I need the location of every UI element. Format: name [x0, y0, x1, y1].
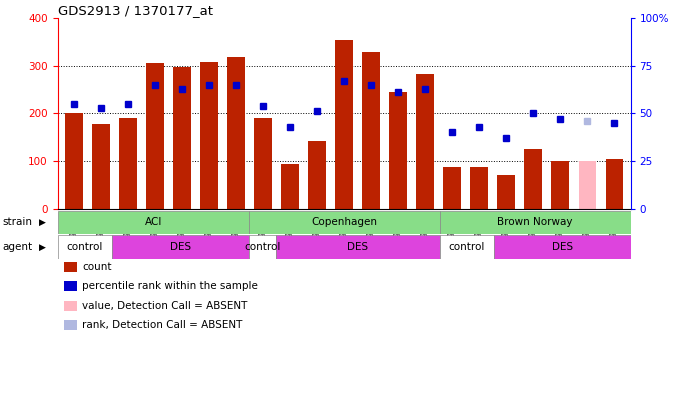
- Bar: [119, 118, 137, 209]
- Text: percentile rank within the sample: percentile rank within the sample: [82, 281, 258, 291]
- Bar: [605, 159, 623, 209]
- Text: DES: DES: [347, 242, 368, 252]
- Text: DES: DES: [170, 242, 191, 252]
- Bar: [173, 67, 191, 209]
- Bar: [439, 211, 631, 234]
- Bar: [254, 118, 272, 209]
- Bar: [471, 167, 488, 209]
- Bar: [112, 235, 249, 259]
- Text: control: control: [449, 242, 485, 252]
- Bar: [308, 141, 326, 209]
- Text: count: count: [82, 262, 112, 272]
- Text: Copenhagen: Copenhagen: [311, 217, 377, 227]
- Bar: [336, 40, 353, 209]
- Text: Brown Norway: Brown Norway: [497, 217, 573, 227]
- Text: ▶: ▶: [39, 218, 46, 227]
- Text: control: control: [244, 242, 281, 252]
- Bar: [551, 161, 569, 209]
- Bar: [200, 62, 218, 209]
- Text: agent: agent: [2, 242, 32, 252]
- Text: value, Detection Call = ABSENT: value, Detection Call = ABSENT: [82, 301, 247, 311]
- Bar: [439, 235, 494, 259]
- Text: ACI: ACI: [144, 217, 162, 227]
- Bar: [281, 164, 299, 209]
- Bar: [65, 113, 83, 209]
- Bar: [498, 175, 515, 209]
- Bar: [362, 53, 380, 209]
- Bar: [227, 57, 245, 209]
- Bar: [146, 64, 163, 209]
- Text: ▶: ▶: [39, 243, 46, 252]
- Bar: [578, 161, 596, 209]
- Bar: [276, 235, 439, 259]
- Bar: [58, 235, 112, 259]
- Bar: [416, 74, 434, 209]
- Text: GDS2913 / 1370177_at: GDS2913 / 1370177_at: [58, 4, 213, 17]
- Bar: [525, 149, 542, 209]
- Bar: [58, 211, 249, 234]
- Bar: [494, 235, 631, 259]
- Bar: [92, 124, 110, 209]
- Bar: [249, 211, 439, 234]
- Bar: [249, 235, 276, 259]
- Bar: [389, 92, 407, 209]
- Text: control: control: [66, 242, 103, 252]
- Text: rank, Detection Call = ABSENT: rank, Detection Call = ABSENT: [82, 320, 243, 330]
- Text: strain: strain: [2, 217, 32, 227]
- Bar: [443, 167, 461, 209]
- Text: DES: DES: [552, 242, 573, 252]
